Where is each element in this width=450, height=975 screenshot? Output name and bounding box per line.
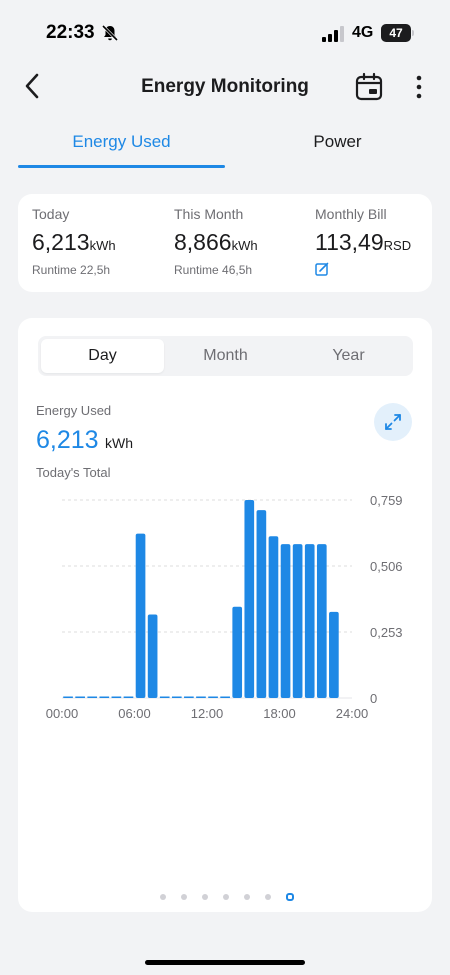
tab-power[interactable]: Power xyxy=(313,132,362,151)
stat-today-runtime: Runtime 22,5h xyxy=(32,263,111,277)
period-year-button[interactable]: Year xyxy=(332,347,365,364)
chart-bar[interactable] xyxy=(292,544,303,698)
status-bar: 22:33 4G 47 xyxy=(0,0,450,60)
bell-slash-icon xyxy=(101,24,119,42)
chart-bar[interactable] xyxy=(329,611,339,698)
page-dot[interactable] xyxy=(286,893,294,901)
stat-month-label: This Month xyxy=(174,206,244,222)
page-dot[interactable] xyxy=(223,894,229,900)
page-indicator xyxy=(18,892,432,902)
edit-bill-icon[interactable] xyxy=(315,262,329,276)
chart-bar[interactable] xyxy=(99,696,110,699)
period-day-button[interactable]: Day xyxy=(41,339,164,373)
stat-today: Today 6,213kWh Runtime 22,5h xyxy=(32,206,116,277)
chart-bar[interactable] xyxy=(268,536,279,698)
stat-bill-unit: RSD xyxy=(383,238,412,253)
x-tick-label: 00:00 xyxy=(46,706,79,721)
network-type: 4G xyxy=(352,24,374,41)
page-dot[interactable] xyxy=(181,894,187,900)
chart-card: Day Month Year Energy Used 6,213 kWh Tod… xyxy=(18,318,432,912)
page-dot[interactable] xyxy=(265,894,271,900)
energy-used-unit: kWh xyxy=(105,435,134,451)
chart-bar[interactable] xyxy=(220,696,230,699)
stat-today-value: 6,213kWh xyxy=(32,229,116,256)
x-tick-label: 06:00 xyxy=(118,706,151,721)
energy-used-number: 6,213 xyxy=(36,426,99,454)
chart-bar[interactable] xyxy=(159,696,170,699)
chart-bar[interactable] xyxy=(87,696,98,699)
x-tick-label: 18:00 xyxy=(263,706,296,721)
chart-bar[interactable] xyxy=(196,696,206,699)
status-time: 22:33 xyxy=(46,22,95,43)
energy-used-label: Energy Used xyxy=(36,403,112,418)
stat-bill-value: 113,49RSD xyxy=(315,229,411,256)
battery-icon: 47 xyxy=(381,24,411,42)
expand-chart-button[interactable] xyxy=(374,403,412,441)
stats-card: Today 6,213kWh Runtime 22,5h This Month … xyxy=(18,194,432,292)
stat-month-number: 8,866 xyxy=(174,229,232,255)
chart-bar[interactable] xyxy=(256,510,267,698)
chart-bar[interactable] xyxy=(232,606,243,698)
signal-icon xyxy=(322,26,344,42)
period-month-button[interactable]: Month xyxy=(203,347,248,364)
active-tab-indicator xyxy=(18,165,225,168)
home-indicator xyxy=(145,960,305,965)
chart-bar[interactable] xyxy=(111,696,122,699)
y-tick-label: 0,759 xyxy=(370,493,403,508)
todays-total-label: Today's Total xyxy=(36,465,111,480)
chart-bar[interactable] xyxy=(304,544,315,698)
chart-bar[interactable] xyxy=(316,544,327,698)
calendar-icon[interactable] xyxy=(354,72,384,102)
stat-bill: Monthly Bill 113,49RSD xyxy=(315,206,411,276)
chart-bar[interactable] xyxy=(244,500,255,698)
stat-today-unit: kWh xyxy=(89,238,116,253)
x-tick-label: 12:00 xyxy=(191,706,224,721)
stat-today-number: 6,213 xyxy=(32,229,90,255)
chart-bar[interactable] xyxy=(208,696,218,699)
energy-used-value: 6,213 kWh xyxy=(36,426,133,455)
y-tick-label: 0,506 xyxy=(370,559,403,574)
y-tick-label: 0 xyxy=(370,691,377,706)
page-dot[interactable] xyxy=(160,894,166,900)
stat-month-unit: kWh xyxy=(231,238,258,253)
chart-bar[interactable] xyxy=(147,614,158,698)
stat-month-runtime: Runtime 46,5h xyxy=(174,263,253,277)
more-options-icon[interactable] xyxy=(408,72,430,102)
back-button[interactable] xyxy=(20,70,46,102)
page-dot[interactable] xyxy=(202,894,208,900)
chart-bar[interactable] xyxy=(75,696,85,699)
stat-bill-label: Monthly Bill xyxy=(315,206,387,222)
chart-bar[interactable] xyxy=(280,544,291,698)
chart-bar[interactable] xyxy=(135,533,146,698)
y-tick-label: 0,253 xyxy=(370,625,403,640)
energy-bar-chart: 0 0,253 0,506 0,759 00:00 06:00 12:00 18:00 24:0… xyxy=(46,493,403,721)
stat-month: This Month 8,866kWh Runtime 46,5h xyxy=(174,206,258,277)
expand-icon xyxy=(385,414,401,430)
battery-tip xyxy=(412,30,414,36)
stat-month-value: 8,866kWh xyxy=(174,229,258,256)
stat-bill-number: 113,49 xyxy=(315,229,384,255)
stat-today-label: Today xyxy=(32,206,70,222)
page-title: Energy Monitoring xyxy=(141,76,309,97)
page-dot[interactable] xyxy=(244,894,250,900)
period-selector: Day Month Year xyxy=(38,336,413,376)
chart-bar[interactable] xyxy=(123,696,134,699)
chart-bar[interactable] xyxy=(171,696,182,699)
x-tick-label: 24:00 xyxy=(336,706,369,721)
chart-bar[interactable] xyxy=(184,696,194,699)
chart-bar[interactable] xyxy=(63,696,73,699)
tab-energy-used[interactable]: Energy Used xyxy=(72,132,171,151)
